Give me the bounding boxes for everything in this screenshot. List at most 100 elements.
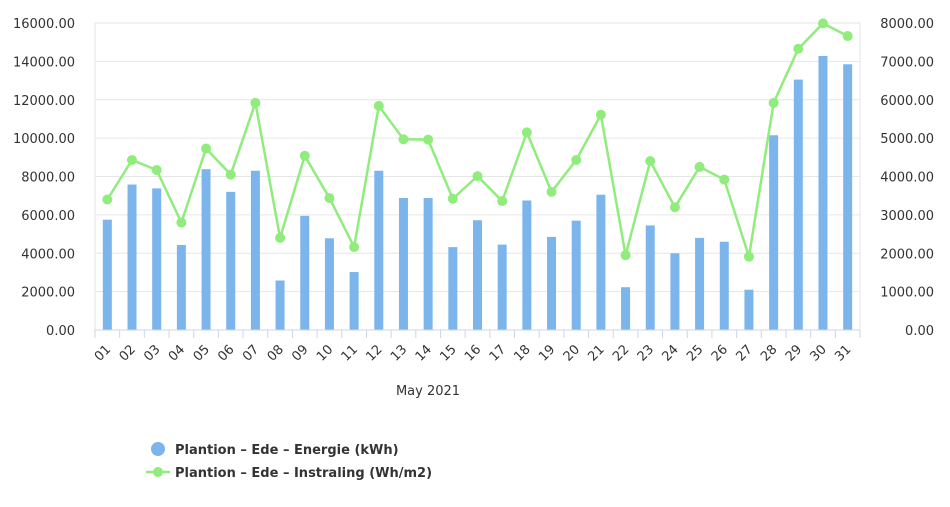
legend: Plantion – Ede – Energie (kWh) Plantion …: [146, 442, 432, 481]
bar: [250, 170, 260, 330]
left-axis-tick-label: 16000.00: [13, 17, 75, 32]
bar: [374, 170, 384, 330]
legend-item-energie[interactable]: Plantion – Ede – Energie (kWh): [151, 442, 399, 458]
line-point: [299, 150, 310, 161]
left-axis-tick-label: 0.00: [46, 324, 75, 339]
x-axis-tick-label: 22: [610, 342, 632, 364]
bar: [152, 188, 162, 330]
bar: [423, 197, 433, 330]
x-axis-tick-label: 25: [684, 342, 706, 364]
x-axis-tick-label: 11: [339, 342, 361, 364]
bar: [300, 215, 310, 330]
line-point: [694, 161, 705, 172]
right-axis-tick-label: 1000.00: [880, 286, 934, 301]
line-point: [743, 251, 754, 262]
right-axis-tick-label: 8000.00: [880, 17, 934, 32]
left-axis-tick-label: 8000.00: [21, 171, 75, 186]
bar: [818, 56, 828, 330]
x-axis-tick-label: 05: [191, 342, 213, 364]
line-point: [571, 154, 582, 165]
line-point: [768, 97, 779, 108]
left-axis-tick-label: 4000.00: [21, 247, 75, 262]
x-axis-tick-label: 18: [511, 342, 533, 364]
x-axis-tick-label: 09: [289, 342, 311, 364]
x-axis-tick-label: 07: [240, 342, 262, 364]
bar: [201, 169, 211, 330]
line-point: [447, 193, 458, 204]
right-axis-tick-label: 2000.00: [880, 247, 934, 262]
left-axis-tick-label: 14000.00: [13, 55, 75, 70]
bar: [226, 191, 236, 330]
legend-label-energie: Plantion – Ede – Energie (kWh): [175, 443, 399, 458]
line-point: [595, 109, 606, 120]
line-point: [719, 174, 730, 185]
x-axis-tick-label: 27: [733, 342, 755, 364]
bar: [621, 287, 631, 330]
right-axis-tick-label: 4000.00: [880, 171, 934, 186]
x-axis-tick-label: 17: [487, 342, 509, 364]
left-axis-tick-label: 10000.00: [13, 132, 75, 147]
line-point: [225, 169, 236, 180]
bar: [695, 237, 705, 330]
line-point: [817, 18, 828, 29]
x-axis-tick-label: 03: [141, 342, 163, 364]
line-point: [497, 196, 508, 207]
bar: [645, 225, 655, 330]
x-axis-tick-label: 16: [462, 342, 484, 364]
legend-marker-instraling: [153, 467, 163, 477]
x-axis-tick-label: 13: [388, 342, 410, 364]
x-axis-tick-label: 20: [561, 342, 583, 364]
x-axis-tick-label: 15: [437, 342, 459, 364]
line-point: [127, 154, 138, 165]
bar: [473, 220, 482, 330]
legend-marker-energie: [151, 442, 165, 456]
bar: [670, 253, 680, 330]
x-axis-title: May 2021: [396, 384, 460, 399]
line-point: [620, 250, 631, 261]
x-axis-tick-label: 08: [265, 342, 287, 364]
bar: [398, 197, 408, 330]
x-axis-tick-label: 29: [783, 342, 805, 364]
line-point: [669, 202, 680, 213]
bar: [744, 289, 754, 330]
bar: [793, 79, 803, 331]
x-axis-tick-label: 30: [808, 342, 830, 364]
bar: [275, 280, 285, 330]
line-point: [645, 156, 656, 167]
left-axis-tick-label: 6000.00: [21, 209, 75, 224]
bar: [102, 219, 112, 330]
bar: [448, 247, 458, 330]
right-axis-tick-label: 3000.00: [880, 209, 934, 224]
x-axis-tick-label: 23: [635, 342, 657, 364]
legend-label-instraling: Plantion – Ede – Instraling (Wh/m2): [175, 466, 432, 481]
line-point: [275, 232, 286, 243]
x-axis-tick-label: 04: [166, 342, 188, 364]
line-point: [398, 134, 409, 145]
line-point: [151, 164, 162, 175]
bar: [349, 272, 359, 330]
line-point: [349, 242, 360, 253]
line-point: [423, 134, 434, 145]
right-axis-tick-label: 0.00: [905, 324, 934, 339]
bar: [497, 244, 507, 330]
line-point: [793, 43, 804, 54]
bar: [843, 64, 853, 331]
legend-item-instraling[interactable]: Plantion – Ede – Instraling (Wh/m2): [146, 466, 432, 481]
bar: [127, 184, 137, 330]
x-axis-tick-label: 19: [536, 342, 558, 364]
bar: [324, 238, 334, 330]
line-point: [324, 192, 335, 203]
bar: [571, 220, 581, 330]
x-axis-tick-label: 31: [832, 342, 854, 364]
bar: [547, 236, 557, 330]
x-axis-tick-label: 24: [659, 342, 681, 364]
line-point: [472, 171, 483, 182]
line-point: [373, 100, 384, 111]
bar: [719, 241, 729, 330]
left-axis-tick-label: 2000.00: [21, 286, 75, 301]
line-point: [250, 97, 261, 108]
line-point: [201, 143, 212, 154]
bar: [522, 200, 532, 330]
